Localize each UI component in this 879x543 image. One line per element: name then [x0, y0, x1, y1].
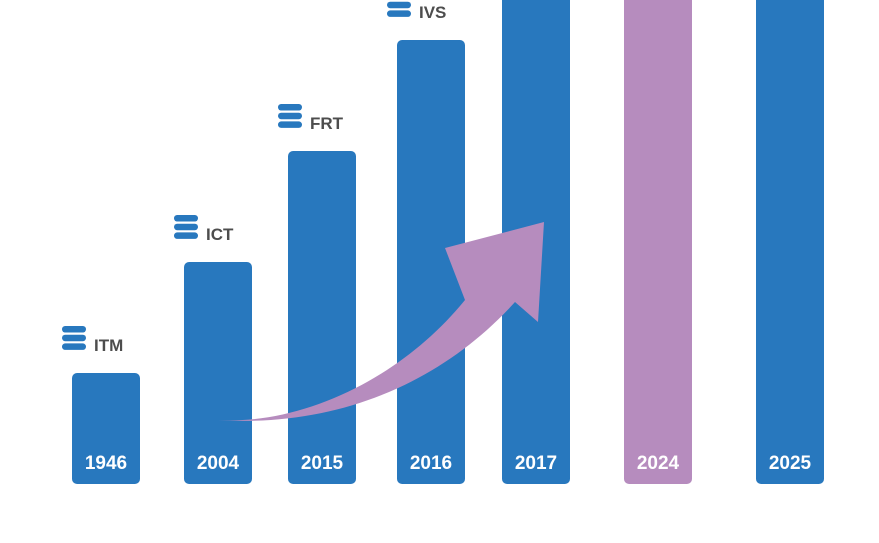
- growth-arrow: [218, 222, 544, 421]
- year-label-1946: 1946: [85, 453, 127, 474]
- database-icon: [62, 326, 86, 350]
- year-label-2016: 2016: [410, 453, 452, 474]
- company-label-1: ICT: [206, 225, 234, 244]
- year-label-2024: 2024: [637, 453, 680, 474]
- bar-2024: [624, 0, 692, 484]
- year-label-2017: 2017: [515, 453, 557, 474]
- bar-2025: [756, 0, 824, 484]
- database-icon: [174, 215, 198, 239]
- bar-2004: [184, 262, 252, 484]
- database-icon: [387, 1, 411, 17]
- year-label-2004: 2004: [197, 453, 240, 474]
- bar-2015: [288, 151, 356, 484]
- year-label-2015: 2015: [301, 453, 344, 474]
- year-label-2025: 2025: [769, 453, 812, 474]
- database-icon: [278, 104, 302, 128]
- labels: 1946ITM2004ICT2015FRT2016IVS2017CSTO2024…: [62, 1, 812, 474]
- bar-1946: [72, 373, 140, 484]
- company-label-3: IVS: [419, 3, 446, 22]
- bars: [72, 0, 824, 484]
- company-label-2: FRT: [310, 114, 344, 133]
- company-label-0: ITM: [94, 336, 123, 355]
